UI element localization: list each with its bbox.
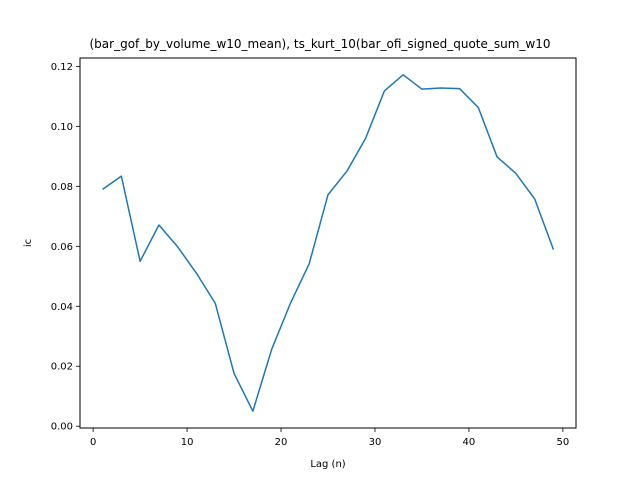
x-axis-ticks: 0 10 20 30 40 50 (90, 428, 569, 448)
y-tick-label: 0.10 (51, 122, 73, 133)
plot-frame (79, 57, 577, 429)
y-tick-label: 0.08 (51, 182, 73, 193)
y-tick-label: 0.04 (51, 302, 73, 313)
series-line-0 (102, 74, 555, 412)
x-tick-label: 30 (369, 437, 382, 448)
x-tick-label: 10 (181, 437, 194, 448)
x-axis-label: Lag (n) (310, 459, 345, 470)
x-tick-label: 20 (275, 437, 288, 448)
plot-line-layer (102, 74, 555, 412)
y-axis-label: ic (23, 239, 34, 247)
y-tick-label: 0.00 (51, 422, 73, 433)
x-tick-label: 50 (556, 437, 569, 448)
y-axis-ticks: 0.00 0.02 0.04 0.06 0.08 0.10 0.12 (51, 62, 80, 433)
y-tick-label: 0.02 (51, 362, 73, 373)
x-tick-label: 0 (90, 437, 96, 448)
chart-title: (bar_gof_by_volume_w10_mean), ts_kurt_10… (90, 37, 551, 51)
y-tick-label: 0.06 (51, 242, 73, 253)
x-tick-label: 40 (463, 437, 476, 448)
y-tick-label: 0.12 (51, 62, 73, 73)
